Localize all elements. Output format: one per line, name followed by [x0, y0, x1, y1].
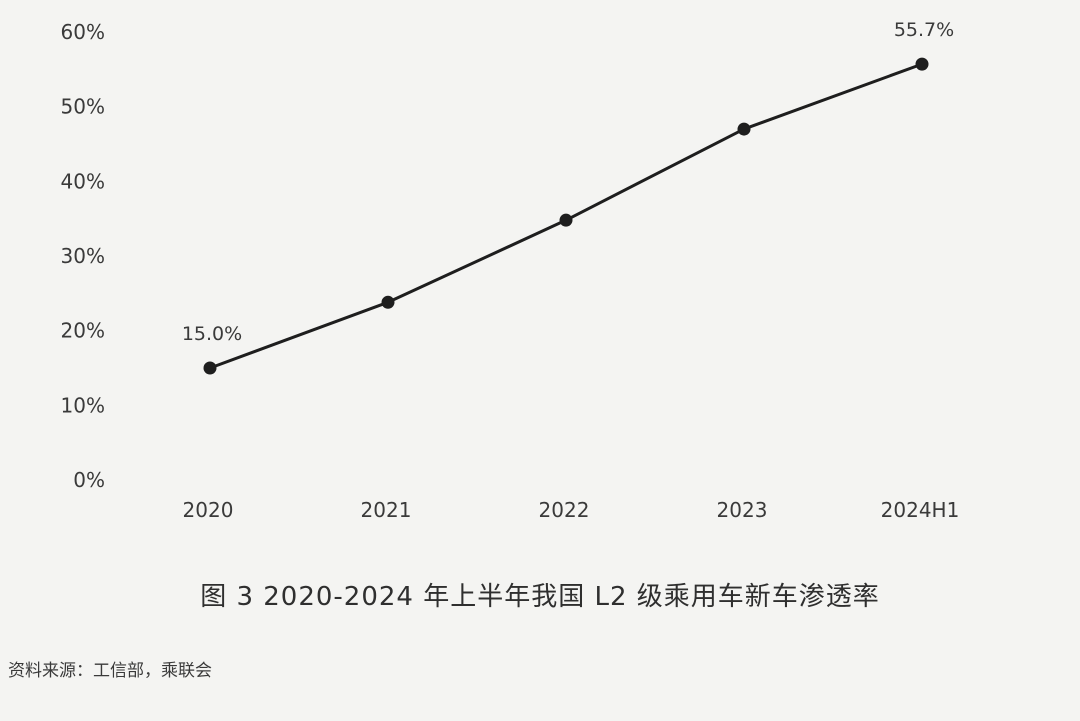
y-tick-label: 40%: [61, 169, 105, 193]
y-tick-label: 30%: [61, 244, 105, 268]
data-point: [915, 57, 929, 71]
y-tick-label: 10%: [61, 393, 105, 417]
data-point: [381, 295, 395, 309]
x-tick-label: 2024H1: [881, 498, 960, 522]
data-label: 15.0%: [182, 323, 242, 345]
data-point: [203, 361, 217, 375]
data-labels: 15.0% 55.7%: [182, 19, 954, 345]
data-point: [559, 213, 573, 227]
y-axis-tick-labels: 0% 10% 20% 30% 40% 50% 60%: [61, 20, 105, 492]
figure-caption: 图 3 2020-2024 年上半年我国 L2 级乘用车新车渗透率: [200, 582, 880, 612]
x-tick-label: 2020: [183, 498, 234, 522]
y-tick-label: 50%: [61, 95, 105, 119]
y-tick-label: 20%: [61, 319, 105, 343]
data-point: [737, 122, 751, 136]
y-tick-label: 0%: [73, 468, 105, 492]
x-tick-label: 2023: [717, 498, 768, 522]
source-note: 资料来源：工信部，乘联会: [8, 661, 212, 681]
x-tick-label: 2021: [361, 498, 412, 522]
y-tick-label: 60%: [61, 20, 105, 44]
x-tick-label: 2022: [539, 498, 590, 522]
data-points: [203, 57, 929, 375]
data-label: 55.7%: [894, 19, 954, 41]
line-chart: 0%10%20%30%40%50%60% 2020 2021 2022 2023 202…: [61, 19, 960, 522]
x-axis-tick-labels: 2020 2021 2022 2023 2024H1: [183, 498, 960, 522]
